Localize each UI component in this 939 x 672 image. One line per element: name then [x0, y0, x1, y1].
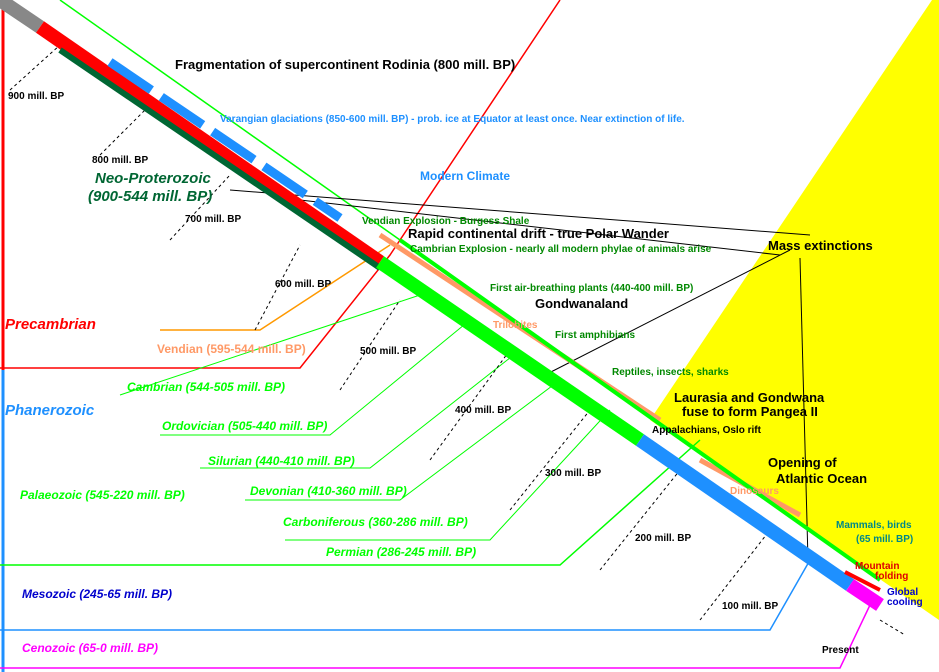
event: Appalachians, Oslo rift [652, 425, 762, 436]
era: Vendian (595-544 mill. BP) [157, 342, 306, 356]
time-mark: 500 mill. BP [360, 346, 416, 357]
event: Gondwanaland [535, 296, 628, 311]
time-mark: 300 mill. BP [545, 468, 601, 479]
era: (900-544 mill. BP) [88, 188, 212, 205]
climate-area [650, 0, 939, 620]
event: Global [887, 587, 918, 598]
era: Silurian (440-410 mill. BP) [208, 454, 355, 468]
time-mark: Present [822, 645, 859, 656]
time-bar [0, 0, 884, 611]
era: Mesozoic (245-65 mill. BP) [22, 587, 172, 601]
era: Cambrian (544-505 mill. BP) [127, 380, 285, 394]
event: Reptiles, insects, sharks [612, 367, 729, 378]
time-mark: 200 mill. BP [635, 533, 691, 544]
event: Varangian glaciations (850-600 mill. BP)… [220, 114, 685, 125]
event: Modern Climate [420, 169, 510, 183]
labels: Fragmentation of supercontinent Rodinia … [5, 57, 923, 656]
time-mark: 800 mill. BP [92, 155, 148, 166]
time-mark: 600 mill. BP [275, 279, 331, 290]
event: First air-breathing plants (440-400 mill… [490, 283, 693, 294]
time-mark: 700 mill. BP [185, 214, 241, 225]
era: Palaeozoic (545-220 mill. BP) [20, 488, 185, 502]
guides [0, 0, 906, 672]
event: Vendian Explosion - Burgess Shale [362, 216, 530, 227]
event: cooling [887, 597, 923, 608]
event: fuse to form Pangea II [682, 404, 818, 419]
era: Carboniferous (360-286 mill. BP) [283, 515, 468, 529]
era: Ordovician (505-440 mill. BP) [162, 419, 327, 433]
era: Neo-Proterozoic [95, 170, 212, 187]
era: Phanerozoic [5, 402, 95, 419]
event: Rapid continental drift - true Polar Wan… [408, 226, 669, 241]
event: First amphibians [555, 330, 635, 341]
event: Mountain [855, 561, 899, 572]
time-mark: 100 mill. BP [722, 601, 778, 612]
era: Devonian (410-360 mill. BP) [250, 484, 407, 498]
era: Cenozoic (65-0 mill. BP) [22, 641, 158, 655]
event: Laurasia and Gondwana [674, 390, 825, 405]
time-mark: 900 mill. BP [8, 91, 64, 102]
event: Mammals, birds [836, 520, 912, 531]
event: Trilobites [493, 320, 538, 331]
event: Cambrian Explosion - nearly all modern p… [410, 244, 712, 255]
time-mark: 400 mill. BP [455, 405, 511, 416]
era: Precambrian [5, 316, 96, 333]
event: (65 mill. BP) [856, 534, 913, 545]
title: Fragmentation of supercontinent Rodinia … [175, 57, 515, 72]
event: folding [875, 571, 908, 582]
event: Mass extinctions [768, 238, 873, 253]
event: Atlantic Ocean [776, 471, 867, 486]
event: Opening of [768, 455, 837, 470]
event: Dinosaurs [730, 486, 779, 497]
era: Permian (286-245 mill. BP) [326, 545, 476, 559]
